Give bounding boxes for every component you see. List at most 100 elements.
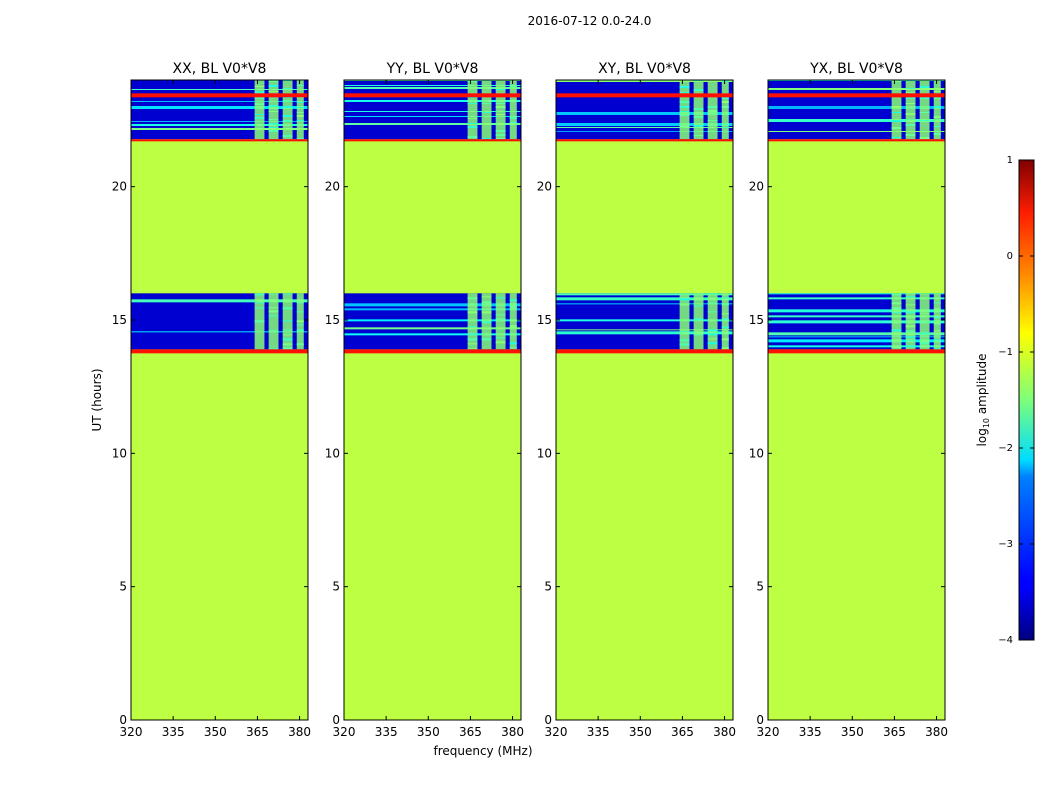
- heatmap-rfi-stripe: [268, 307, 279, 309]
- heatmap-rfi-stripe: [707, 329, 718, 332]
- colorbar: 10−1−2−3−4 log10 amplitude: [975, 155, 1035, 646]
- heatmap-stripe: [131, 299, 308, 303]
- x-tick-label: 335: [375, 725, 398, 739]
- x-tick-label: 320: [757, 725, 780, 739]
- heatmap-rfi-stripe: [891, 137, 902, 138]
- heatmap-stripe: [556, 331, 733, 335]
- heatmap-data-block: [131, 80, 308, 140]
- heatmap-stripe: [131, 89, 308, 90]
- heatmap-rfi-stripe: [933, 316, 941, 319]
- heatmap-rfi-stripe: [721, 326, 729, 329]
- heatmap-rfi-stripe: [268, 91, 279, 92]
- heatmap-rfi-stripe: [282, 135, 293, 137]
- heatmap-rfi-stripe: [905, 124, 916, 126]
- heatmap-rfi-stripe: [282, 106, 293, 108]
- heatmap-rfi-stripe: [679, 101, 690, 103]
- x-tick-label: 350: [417, 725, 440, 739]
- x-axis-label: frequency (MHz): [433, 744, 532, 758]
- heatmap-stripe: [768, 332, 945, 336]
- heatmap-stripe: [131, 121, 308, 122]
- heatmap-flagged-row: [768, 139, 945, 142]
- heatmap-rfi-stripe: [721, 318, 729, 321]
- heatmap-rfi-stripe: [467, 326, 478, 328]
- heatmap-stripe: [768, 315, 945, 318]
- heatmap-stripe: [768, 106, 945, 109]
- y-tick-label: 0: [544, 713, 552, 727]
- x-tick-label: 320: [545, 725, 568, 739]
- heatmap-rfi-stripe: [933, 116, 941, 118]
- heatmap-rfi-stripe: [268, 293, 279, 295]
- heatmap-rfi-band: [268, 80, 279, 140]
- heatmap-rfi-stripe: [905, 119, 916, 120]
- heatmap-rfi-stripe: [509, 325, 517, 328]
- heatmap-rfi-stripe: [481, 103, 492, 104]
- heatmap-stripe: [768, 131, 945, 132]
- heatmap-rfi-stripe: [296, 302, 304, 304]
- heatmap-rfi-stripe: [467, 348, 478, 350]
- heatmap-rfi-stripe: [679, 86, 690, 88]
- heatmap-rfi-stripe: [282, 347, 293, 350]
- heatmap-rfi-stripe: [905, 340, 916, 342]
- heatmap-rfi-stripe: [282, 88, 293, 89]
- heatmap-rfi-stripe: [693, 108, 704, 110]
- heatmap-rfi-stripe: [509, 320, 517, 322]
- panel-title: YY, BL V0*V8: [386, 61, 479, 77]
- heatmap-flagged-row: [131, 93, 308, 98]
- y-tick-label: 10: [325, 446, 340, 460]
- heatmap-rfi-stripe: [905, 134, 916, 136]
- heatmap-rfi-stripe: [679, 304, 690, 306]
- heatmap-rfi-stripe: [495, 337, 506, 339]
- heatmap-flagged-row: [556, 139, 733, 142]
- heatmap-rfi-stripe: [282, 97, 293, 98]
- heatmap-rfi-stripe: [905, 325, 916, 328]
- y-tick-label: 15: [112, 313, 127, 327]
- heatmap-rfi-band: [467, 293, 478, 350]
- heatmap-flagged-row: [768, 93, 945, 98]
- colorbar-tick-label: 1: [1007, 155, 1013, 166]
- heatmap-rfi-stripe: [268, 310, 279, 313]
- heatmap-rfi-band: [905, 293, 916, 350]
- heatmap-rfi-stripe: [268, 315, 279, 317]
- panel-2: YY, BL V0*V8 320 335 350 365 380 0 5 10 15 20: [325, 61, 524, 739]
- heatmap-rfi-band: [254, 80, 265, 140]
- x-tick-label: 320: [333, 725, 356, 739]
- panel-frame: [767, 79, 946, 721]
- heatmap-rfi-stripe: [467, 103, 478, 104]
- heatmap-rfi-stripe: [296, 115, 304, 117]
- colorbar-ticks: 1 0 −1 −2 −3 −4: [998, 155, 1034, 646]
- heatmap-rfi-stripe: [509, 303, 517, 305]
- heatmap-rfi-stripe: [268, 111, 279, 112]
- colorbar-tick-label: −2: [998, 443, 1013, 454]
- heatmap-rfi-stripe: [679, 339, 690, 342]
- heatmap-rfi-stripe: [933, 334, 941, 336]
- heatmap-rfi-stripe: [254, 320, 265, 323]
- heatmap-rfi-stripe: [467, 338, 478, 341]
- heatmap-rfi-stripe: [268, 348, 279, 350]
- panel-frame: [130, 79, 309, 721]
- heatmap-rfi-stripe: [891, 80, 902, 82]
- heatmap-rfi-stripe: [693, 293, 704, 296]
- heatmap-rfi-stripe: [933, 308, 941, 310]
- heatmap-rfi-stripe: [495, 297, 506, 299]
- x-tick-label: 350: [204, 725, 227, 739]
- heatmap-rfi-stripe: [481, 338, 492, 341]
- heatmap-rfi-stripe: [254, 86, 265, 87]
- heatmap-stripe: [768, 336, 945, 338]
- heatmap-rfi-stripe: [905, 317, 916, 319]
- heatmap-stripe: [768, 309, 945, 313]
- heatmap-stripe: [344, 123, 521, 125]
- heatmap-stripe: [556, 127, 733, 128]
- heatmap-rfi-stripe: [679, 126, 690, 128]
- heatmap-rfi-stripe: [467, 80, 478, 82]
- heatmap-rfi-stripe: [933, 126, 941, 127]
- y-tick-label: 10: [537, 446, 552, 460]
- heatmap-rfi-stripe: [679, 298, 690, 301]
- heatmap-rfi-stripe: [467, 100, 478, 101]
- heatmap-rfi-band: [933, 293, 941, 350]
- heatmap-rfi-stripe: [905, 311, 916, 314]
- heatmap-rfi-stripe: [509, 117, 517, 119]
- heatmap-stripe: [556, 112, 733, 115]
- heatmap-rfi-stripe: [495, 314, 506, 316]
- heatmap-rfi-stripe: [481, 301, 492, 304]
- heatmap-rfi-stripe: [707, 342, 718, 345]
